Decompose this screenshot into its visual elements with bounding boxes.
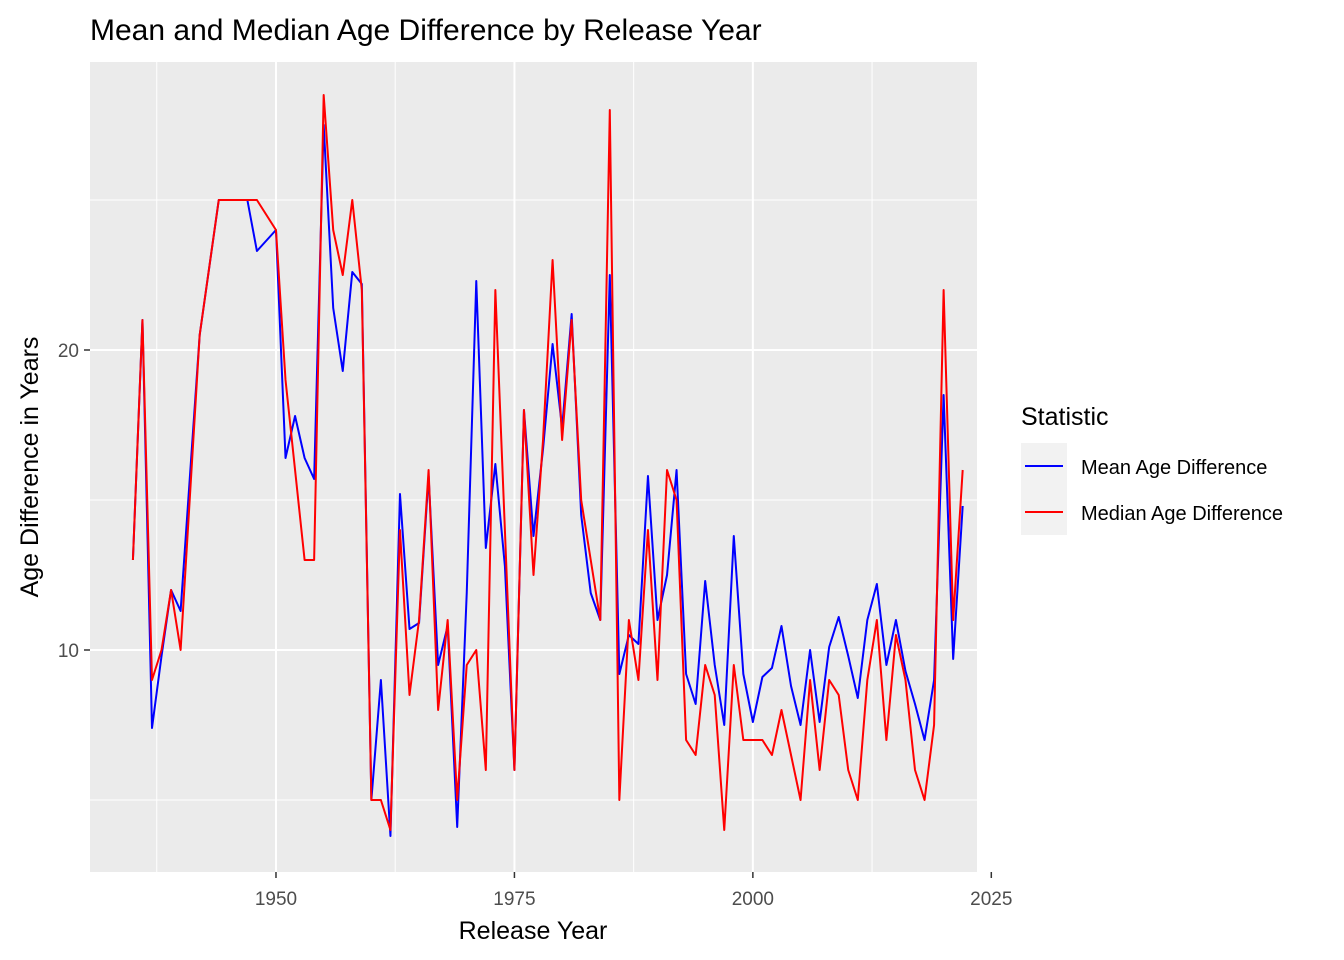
x-tick-label: 2000	[732, 889, 774, 910]
x-axis-title: Release Year	[459, 917, 608, 945]
x-tick-label: 1975	[493, 889, 535, 910]
x-tick-label: 2025	[970, 889, 1012, 910]
series-line-median	[131, 94, 964, 831]
y-axis-title: Age Difference in Years	[16, 337, 44, 598]
legend-title: Statistic	[1021, 403, 1109, 431]
chart-title: Mean and Median Age Difference by Releas…	[90, 14, 762, 47]
y-axis-ticks: 10 20	[58, 341, 90, 662]
y-tick-label: 10	[58, 641, 79, 662]
x-axis-ticks: 1950 1975 2000 2025	[255, 872, 1012, 910]
y-tick-label: 20	[58, 341, 79, 362]
legend: Statistic Mean Age Difference Median Age …	[1021, 403, 1283, 535]
series-lines	[131, 94, 964, 837]
x-tick-label: 1950	[255, 889, 297, 910]
legend-items: Mean Age Difference Median Age Difference	[1021, 443, 1283, 535]
legend-label: Mean Age Difference	[1081, 457, 1267, 479]
legend-label: Median Age Difference	[1081, 503, 1283, 525]
plot-panel	[90, 62, 977, 872]
